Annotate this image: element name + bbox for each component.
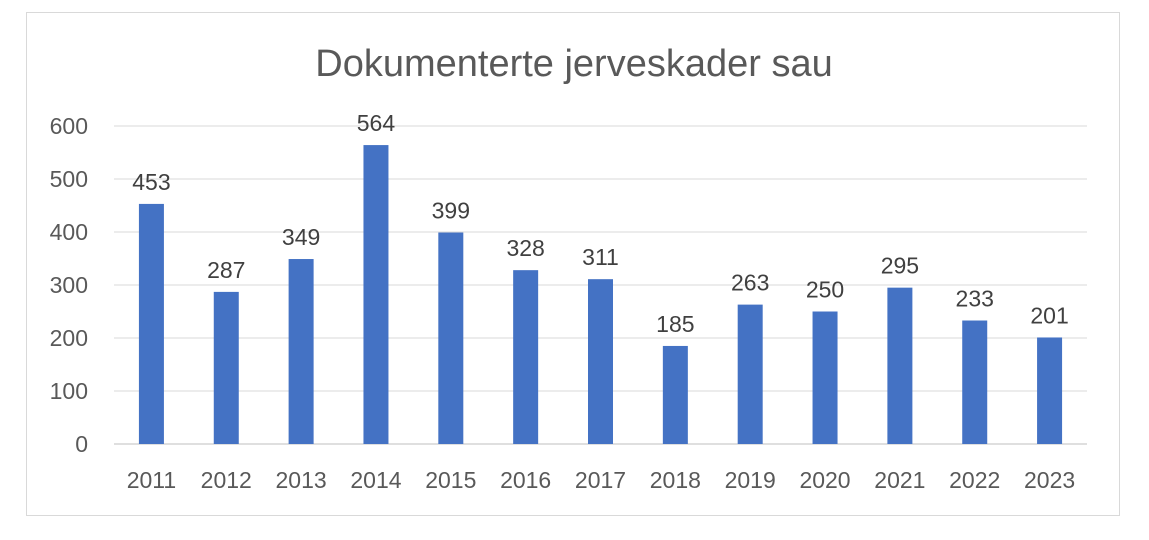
data-label: 250 [806, 277, 844, 303]
bar [138, 203, 164, 444]
data-label: 263 [731, 270, 769, 296]
x-tick-label: 2020 [799, 467, 850, 493]
x-tick-label: 2013 [276, 467, 327, 493]
data-label: 185 [656, 311, 694, 337]
y-tick-label: 500 [50, 166, 88, 192]
bars [138, 145, 1063, 444]
bar [887, 287, 913, 444]
y-tick-label: 600 [50, 113, 88, 139]
x-tick-label: 2017 [575, 467, 626, 493]
x-axis: 2011 2012 2013 2014 2015 2016 2017 2018 2019 2020… [127, 467, 1075, 493]
y-axis: 0 100 200 300 400 500 600 [50, 113, 88, 457]
data-label: 399 [432, 198, 470, 224]
data-labels: 453 287 349 564 399 328 311 185 263 250 295 233 201 [132, 110, 1069, 337]
chart-frame [26, 12, 1120, 516]
bar [812, 311, 838, 444]
data-label: 233 [956, 286, 994, 312]
data-label: 295 [881, 253, 919, 279]
bar [213, 291, 239, 444]
x-tick-label: 2016 [500, 467, 551, 493]
bar [438, 232, 464, 444]
data-label: 453 [132, 169, 170, 195]
x-tick-label: 2015 [425, 467, 476, 493]
bar [513, 270, 539, 444]
bar [737, 304, 763, 444]
chart-title: Dokumenterte jerveskader sau [315, 43, 832, 85]
y-tick-label: 0 [75, 431, 88, 457]
bar [962, 320, 988, 444]
x-tick-label: 2012 [201, 467, 252, 493]
data-label: 287 [207, 257, 245, 283]
y-tick-label: 200 [50, 325, 88, 351]
y-tick-label: 100 [50, 378, 88, 404]
bar [662, 345, 688, 444]
x-tick-label: 2011 [127, 467, 176, 493]
data-label: 201 [1030, 302, 1068, 328]
bar [363, 145, 389, 444]
y-tick-label: 400 [50, 219, 88, 245]
data-label: 328 [506, 235, 544, 261]
data-label: 564 [357, 110, 396, 136]
x-tick-label: 2022 [949, 467, 1000, 493]
x-tick-label: 2023 [1024, 467, 1075, 493]
bar [1037, 337, 1063, 444]
data-label: 349 [282, 224, 320, 250]
bar [588, 279, 613, 444]
x-tick-label: 2014 [350, 467, 401, 493]
bar [288, 259, 314, 444]
x-tick-label: 2018 [650, 467, 701, 493]
data-label: 311 [582, 244, 619, 270]
x-tick-label: 2019 [725, 467, 776, 493]
x-tick-label: 2021 [874, 467, 925, 493]
y-tick-label: 300 [50, 272, 88, 298]
gridlines [114, 125, 1087, 445]
